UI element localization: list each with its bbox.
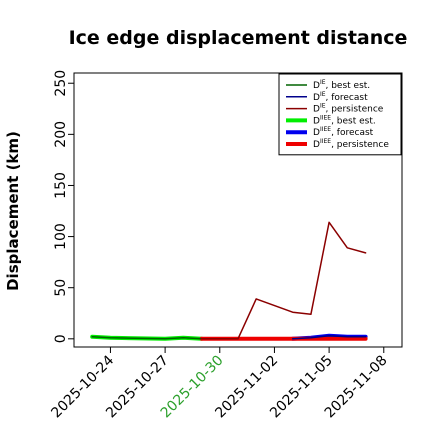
legend-entry: DIE, best est. (313, 79, 370, 91)
plot-frame (73, 72, 403, 348)
x-axis: 2025-10-242025-10-272025-10-302025-11-02… (48, 347, 391, 421)
series-line-d-ie-forecast (291, 335, 367, 340)
legend-entry: DIIEE, best est. (313, 114, 376, 126)
y-tick-label: 150 (53, 172, 69, 199)
series-line-d-ie-persistence (200, 221, 367, 340)
series-layer (90, 221, 368, 341)
legend-entry: DIE, forecast (313, 91, 368, 103)
y-tick-label: 0 (53, 334, 69, 343)
series-line-d-ie-best-est (91, 336, 203, 340)
legend-entry: DIE, persistence (313, 103, 384, 115)
y-axis: 0 50 100 150 200 250 (53, 70, 74, 343)
chart-title: Ice edge displacement distance (69, 27, 408, 49)
legend-entry: DIIEE, persistence (313, 138, 389, 150)
y-tick-label: 200 (53, 121, 69, 148)
y-tick-label: 250 (53, 70, 69, 97)
y-tick-label: 50 (53, 279, 69, 297)
y-axis-label: Displacement (km) (4, 131, 22, 291)
y-tick-label: 100 (53, 223, 69, 250)
legend-box (278, 73, 402, 156)
legend-entry: DIIEE, forecast (313, 126, 374, 138)
